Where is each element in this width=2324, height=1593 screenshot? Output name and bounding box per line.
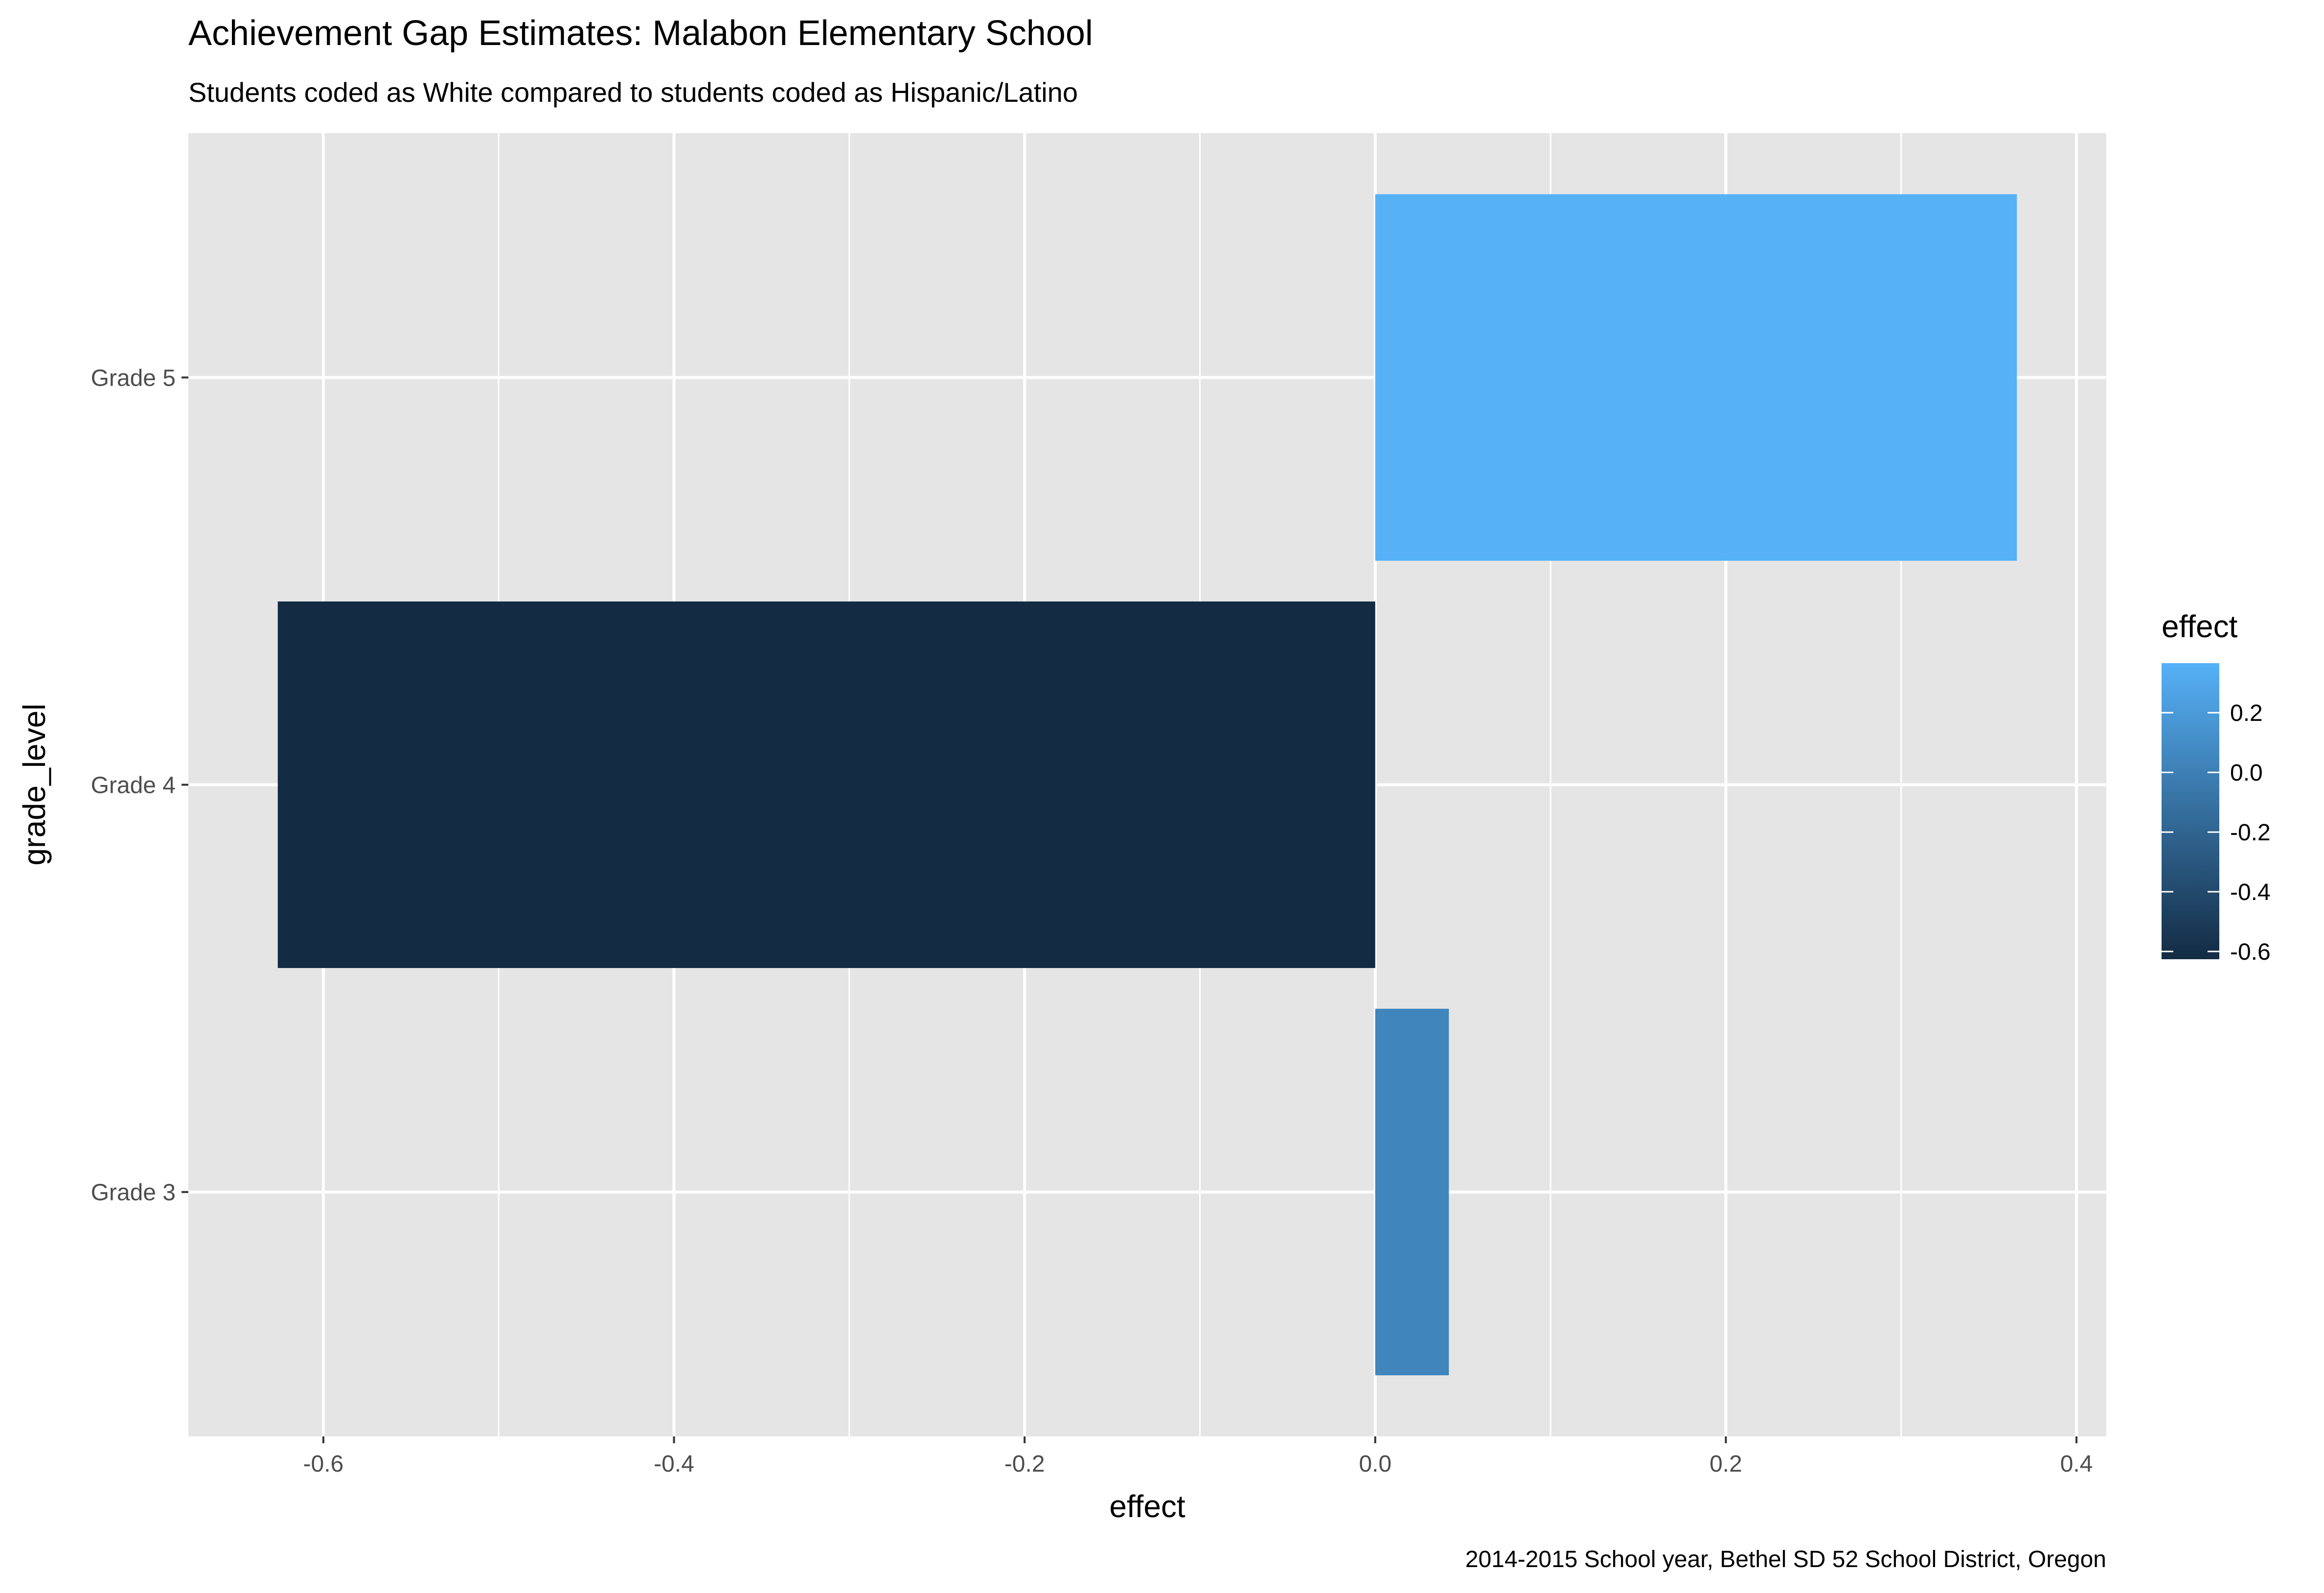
y-tick-label: Grade 5	[91, 365, 176, 391]
legend-title: effect	[2162, 609, 2238, 644]
x-tick-label: 0.4	[2060, 1451, 2093, 1477]
legend-tick-label: -0.4	[2230, 879, 2271, 905]
x-tick-label: -0.2	[1004, 1451, 1045, 1477]
x-axis: -0.6 -0.4 -0.2 0.0 0.2 0.4	[303, 1436, 2093, 1477]
x-axis-title: effect	[1109, 1489, 1185, 1524]
legend-tick-label: 0.0	[2230, 760, 2263, 786]
x-tick-label: -0.4	[654, 1451, 694, 1477]
legend-tick-label: -0.6	[2230, 939, 2271, 965]
chart-caption: 2014-2015 School year, Bethel SD 52 Scho…	[1465, 1547, 2106, 1572]
y-tick-label: Grade 4	[91, 773, 176, 799]
legend-tick-label: 0.2	[2230, 700, 2263, 726]
y-tick-label: Grade 3	[91, 1180, 176, 1206]
y-axis-title: grade_level	[17, 704, 52, 866]
bar	[1375, 1009, 1449, 1376]
bar	[277, 601, 1375, 968]
legend-colorbar	[2162, 663, 2219, 959]
x-tick-label: 0.2	[1709, 1451, 1742, 1477]
y-axis: Grade 3 Grade 4 Grade 5	[91, 365, 188, 1206]
legend-ticks: 0.2 0.0 -0.2 -0.4 -0.6	[2162, 700, 2271, 965]
x-tick-label: 0.0	[1359, 1451, 1391, 1477]
bars	[277, 194, 2017, 1376]
legend: effect 0.2 0.0 -0.2 -0.4 -0.6	[2162, 609, 2271, 965]
legend-tick-label: -0.2	[2230, 820, 2271, 846]
chart-title: Achievement Gap Estimates: Malabon Eleme…	[188, 14, 1093, 53]
x-tick-label: -0.6	[303, 1451, 344, 1477]
bar	[1375, 194, 2017, 561]
chart-subtitle: Students coded as White compared to stud…	[188, 77, 1078, 108]
